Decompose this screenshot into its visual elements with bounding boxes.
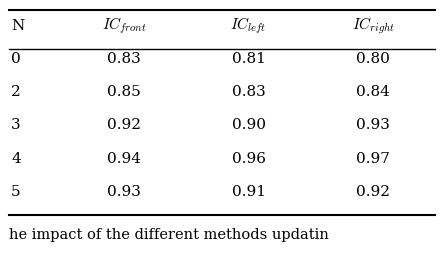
Text: 5: 5 xyxy=(11,185,21,199)
Text: 4: 4 xyxy=(11,152,21,166)
Text: 0.92: 0.92 xyxy=(107,119,141,132)
Text: $IC_{right}$: $IC_{right}$ xyxy=(352,15,394,36)
Text: $IC_{left}$: $IC_{left}$ xyxy=(230,15,267,36)
Text: 0.90: 0.90 xyxy=(232,119,266,132)
Text: 0.96: 0.96 xyxy=(232,152,266,166)
Text: 3: 3 xyxy=(11,119,21,132)
Text: 0.94: 0.94 xyxy=(107,152,141,166)
Text: 0.83: 0.83 xyxy=(232,85,266,99)
Text: 0.85: 0.85 xyxy=(107,85,141,99)
Text: 0.83: 0.83 xyxy=(107,52,141,66)
Text: 0.93: 0.93 xyxy=(107,185,141,199)
Text: 0.81: 0.81 xyxy=(232,52,266,66)
Text: 0.92: 0.92 xyxy=(356,185,390,199)
Text: 2: 2 xyxy=(11,85,21,99)
Text: 0: 0 xyxy=(11,52,21,66)
Text: 0.93: 0.93 xyxy=(356,119,390,132)
Text: N: N xyxy=(11,19,24,33)
Text: 0.84: 0.84 xyxy=(356,85,390,99)
Text: $IC_{front}$: $IC_{front}$ xyxy=(102,15,147,36)
Text: 0.80: 0.80 xyxy=(356,52,390,66)
Text: he impact of the different methods updatin: he impact of the different methods updat… xyxy=(9,228,329,242)
Text: 0.97: 0.97 xyxy=(356,152,390,166)
Text: 0.91: 0.91 xyxy=(232,185,266,199)
